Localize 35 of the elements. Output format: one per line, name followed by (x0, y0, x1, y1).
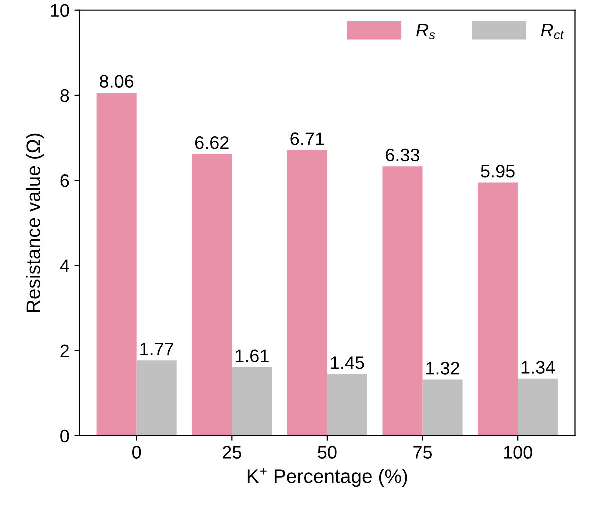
x-tick-label: 75 (414, 446, 432, 459)
bar (96, 92, 137, 436)
data-label: 1.32 (426, 362, 460, 375)
y-tick-label: 6 (60, 174, 70, 188)
bar (382, 166, 423, 436)
data-label: 5.95 (481, 164, 515, 178)
y-tick-label: 8 (60, 89, 70, 102)
y-tick-label: 0 (60, 430, 70, 443)
data-label: 1.45 (331, 356, 364, 370)
data-label: 6.71 (290, 132, 324, 146)
bar (232, 367, 272, 436)
x-tick-label: 25 (223, 446, 242, 459)
x-tick-label: 0 (132, 446, 142, 459)
data-label: 6.33 (386, 148, 420, 162)
data-label: 6.62 (195, 136, 229, 150)
data-label: 1.77 (140, 343, 174, 356)
x-tick-label: 50 (318, 446, 337, 459)
data-label: 1.34 (522, 361, 556, 374)
y-tick-label: 10 (51, 4, 70, 18)
bar (327, 374, 368, 436)
legend-label: R$_{s}$ (416, 24, 436, 40)
data-label: 8.06 (100, 75, 134, 88)
y-tick-label: 2 (60, 344, 70, 358)
x-axis-title: K$^{+}$ Percentage (%) (248, 468, 408, 488)
bar (422, 380, 463, 436)
y-tick-label: 4 (60, 260, 70, 272)
data-label: 1.61 (236, 350, 269, 362)
bar (136, 360, 177, 436)
legend-label: R$_{ct}$ (541, 24, 564, 40)
x-tick-label: 100 (504, 446, 532, 459)
bar (518, 378, 558, 436)
y-axis-title: Resistance value (Ω) (26, 134, 44, 312)
bar (192, 154, 232, 436)
bar (478, 182, 518, 436)
bar (287, 150, 328, 436)
